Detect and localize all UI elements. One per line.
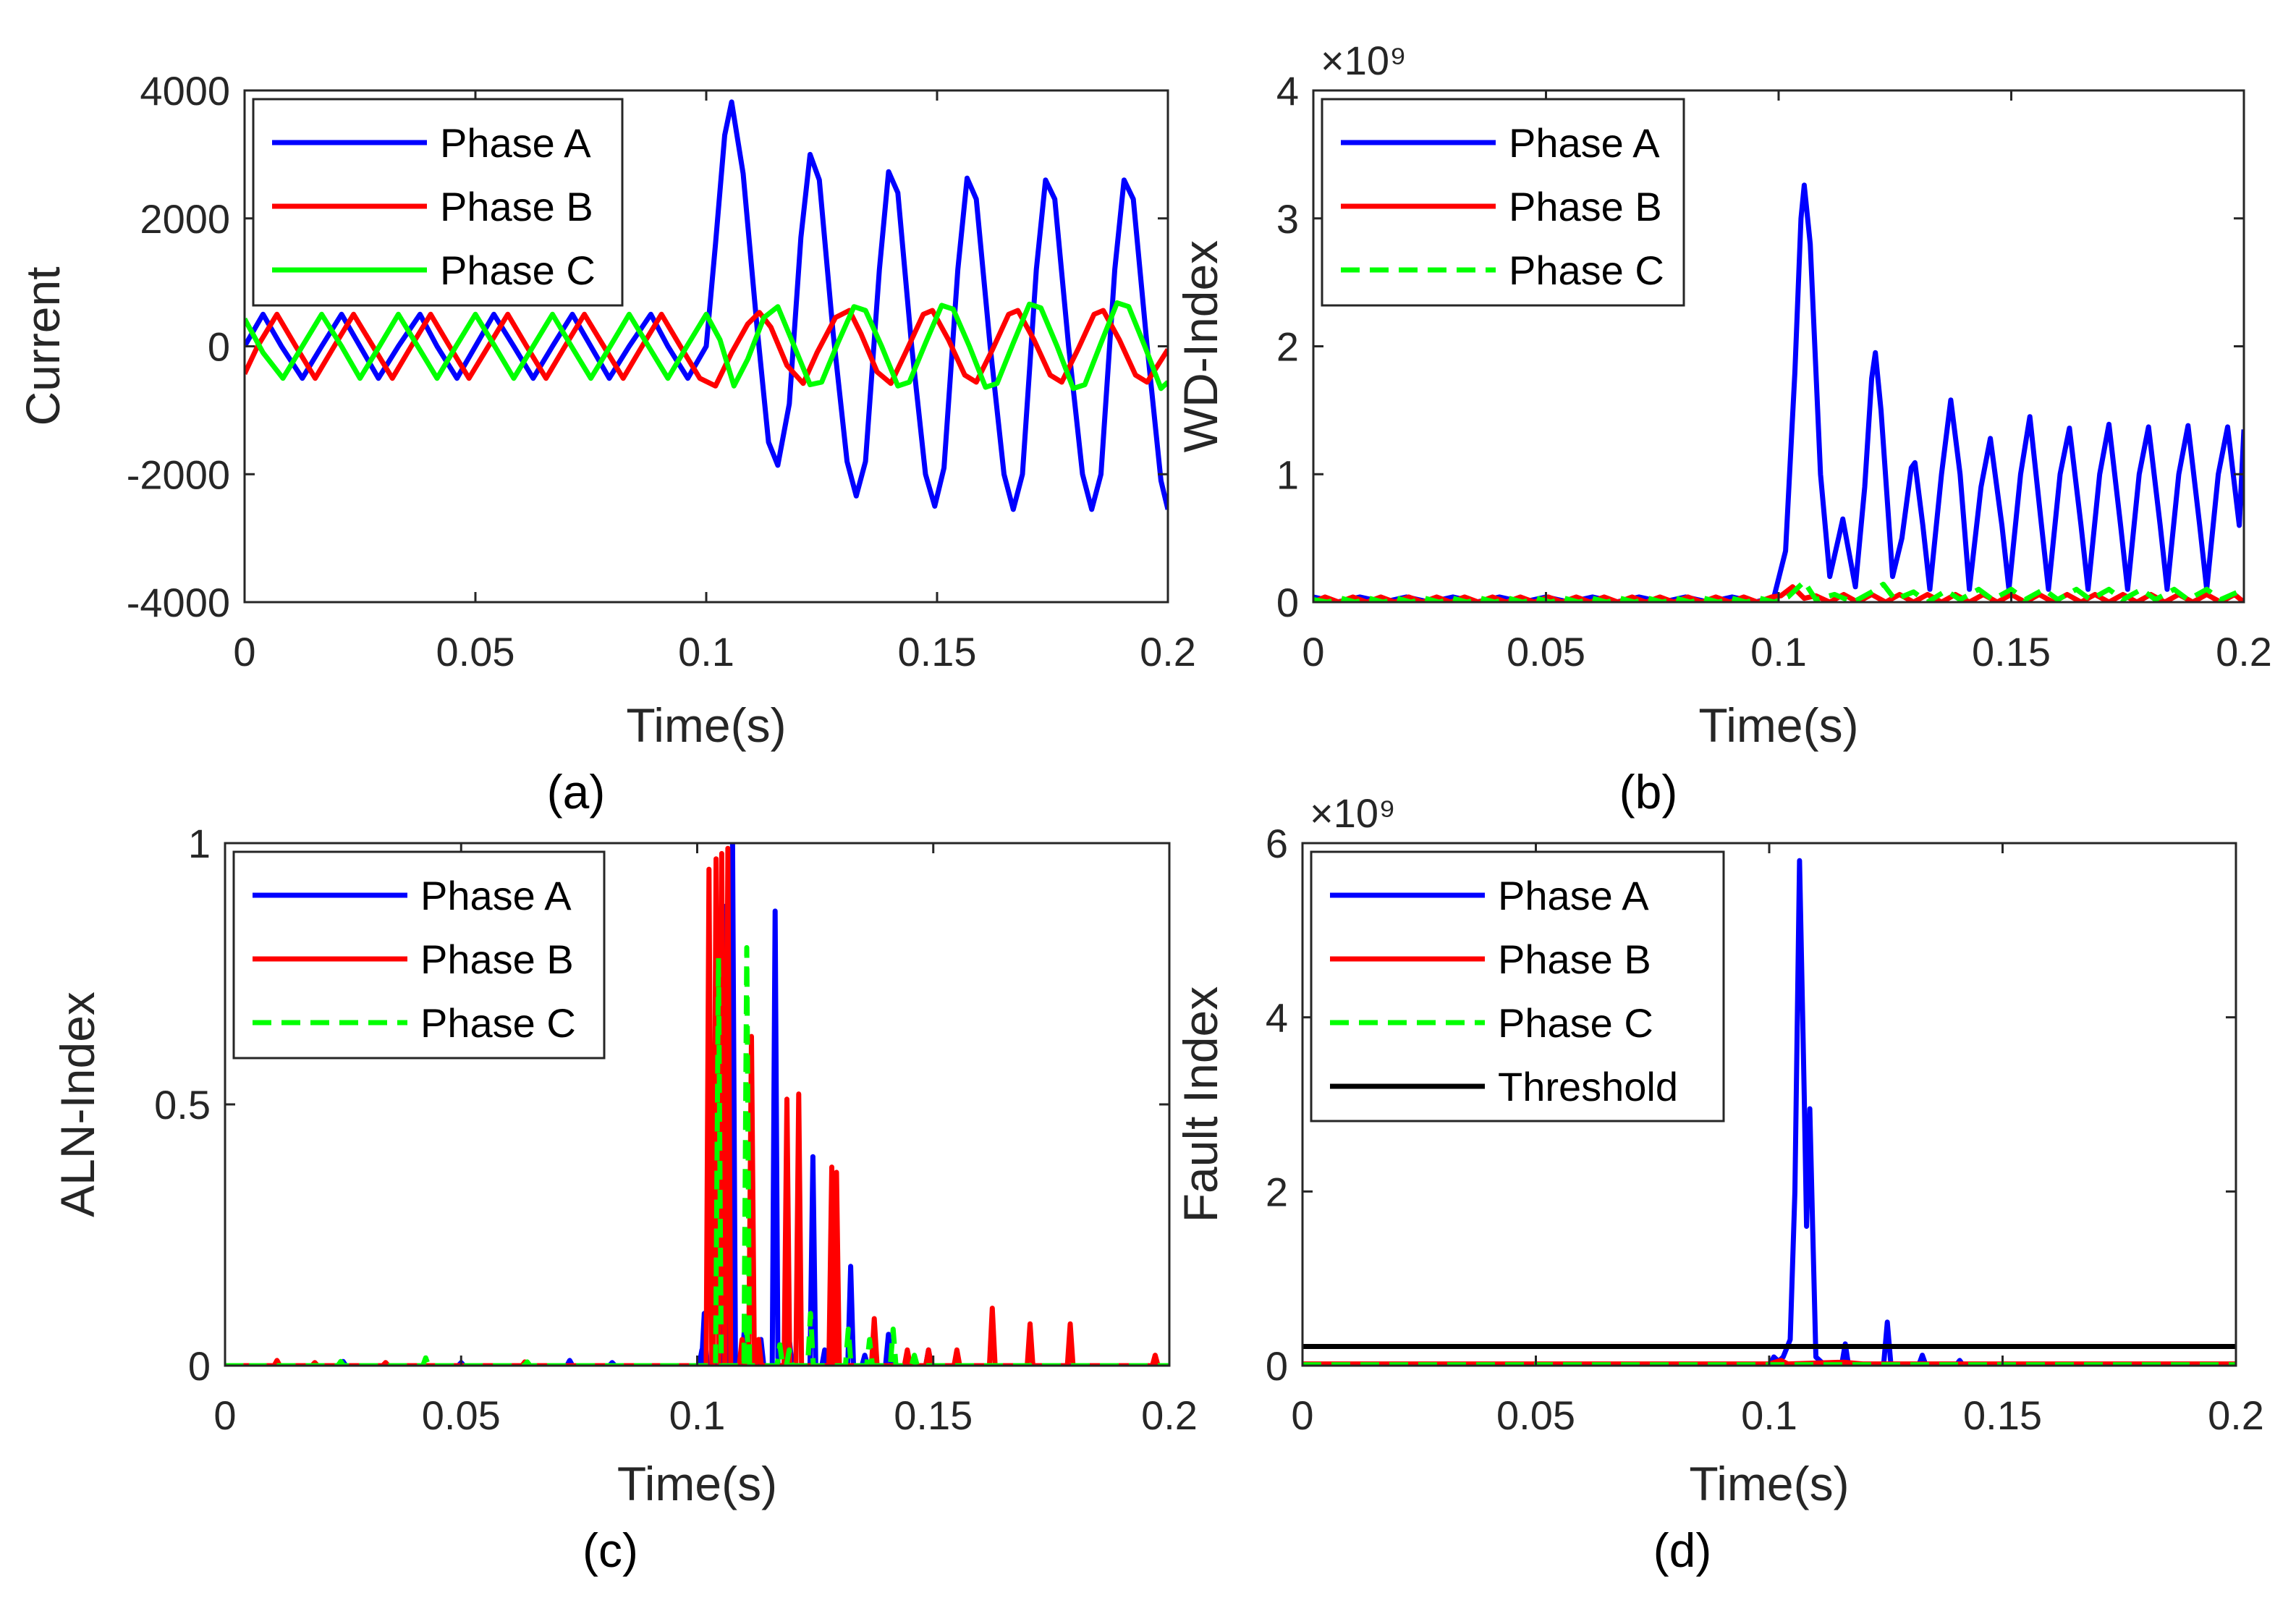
panel-caption-a: (a) [547, 765, 606, 819]
y-tick-label-b: 4 [1276, 68, 1299, 114]
x-tick-label-d: 0.2 [2208, 1392, 2264, 1438]
x-tick-label-d: 0.15 [1963, 1392, 2042, 1438]
x-tick-label-d: 0 [1291, 1392, 1313, 1438]
y-tick-label-a: -2000 [127, 452, 230, 497]
legend-label-c-phase-b: Phase B [420, 936, 574, 982]
panel-caption-c: (c) [583, 1523, 638, 1577]
series-line-a-phase-c [245, 300, 1168, 392]
x-tick-label-a: 0.1 [678, 629, 734, 675]
x-tick-label-b: 0.1 [1750, 629, 1807, 675]
legend-label-b-phase-c: Phase C [1509, 248, 1664, 293]
y-tick-label-c: 1 [188, 821, 211, 866]
series-line-b-phase-c [1313, 579, 2244, 602]
y-tick-label-c: 0 [188, 1343, 211, 1389]
y-exponent-label-b: ×10⁹ [1321, 38, 1407, 83]
x-tick-label-b: 0.2 [2216, 629, 2272, 675]
series-line-c-phase-c [225, 944, 1169, 1366]
legend-label-b-phase-a: Phase A [1509, 120, 1660, 166]
y-axis-label-b: WD-Index [1174, 240, 1227, 452]
y-tick-label-b: 0 [1276, 580, 1299, 625]
y-axis-label-d: Fault Index [1174, 986, 1227, 1223]
x-tick-label-c: 0.2 [1141, 1392, 1198, 1438]
legend-label-a-phase-c: Phase C [440, 248, 596, 293]
x-tick-label-c: 0.05 [422, 1392, 501, 1438]
x-tick-label-b: 0.15 [1972, 629, 2051, 675]
legend-label-b-phase-b: Phase B [1509, 184, 1662, 229]
x-tick-label-a: 0 [233, 629, 255, 675]
x-tick-label-a: 0.2 [1140, 629, 1196, 675]
x-tick-label-a: 0.15 [898, 629, 977, 675]
x-tick-label-c: 0.1 [669, 1392, 726, 1438]
x-axis-label-a: Time(s) [626, 698, 786, 752]
legend-label-a-phase-a: Phase A [440, 120, 591, 166]
y-tick-label-a: -4000 [127, 580, 230, 625]
y-tick-label-b: 1 [1276, 452, 1299, 497]
y-tick-label-a: 2000 [140, 196, 230, 242]
legend-label-d-phase-b: Phase B [1498, 936, 1651, 982]
y-tick-label-d: 2 [1266, 1169, 1288, 1214]
y-tick-label-d: 4 [1266, 995, 1288, 1041]
x-axis-label-d: Time(s) [1689, 1457, 1849, 1510]
y-tick-label-b: 3 [1276, 196, 1299, 242]
y-tick-label-a: 4000 [140, 68, 230, 114]
y-tick-label-a: 0 [208, 324, 230, 370]
series-line-a-phase-b [245, 308, 1168, 389]
x-tick-label-b: 0.05 [1507, 629, 1585, 675]
x-axis-label-c: Time(s) [617, 1457, 777, 1510]
legend-label-c-phase-c: Phase C [420, 1000, 576, 1046]
x-tick-label-d: 0.1 [1741, 1392, 1797, 1438]
y-tick-label-d: 0 [1266, 1343, 1288, 1389]
panel-caption-d: (d) [1653, 1523, 1712, 1577]
x-tick-label-c: 0 [213, 1392, 236, 1438]
x-tick-label-a: 0.05 [436, 629, 515, 675]
y-axis-label-c: ALN-Index [51, 991, 104, 1217]
legend-label-a-phase-b: Phase B [440, 184, 593, 229]
panel-caption-b: (b) [1619, 765, 1678, 819]
x-tick-label-c: 0.15 [894, 1392, 973, 1438]
y-tick-label-b: 2 [1276, 324, 1299, 370]
y-tick-label-c: 0.5 [154, 1082, 211, 1128]
legend-label-d-phase-c: Phase C [1498, 1000, 1653, 1046]
y-exponent-label-d: ×10⁹ [1310, 790, 1396, 836]
y-axis-label-a: Current [16, 266, 69, 426]
series-line-a-phase-a [245, 99, 1168, 512]
y-tick-label-d: 6 [1266, 821, 1288, 866]
legend-label-d-threshold: Threshold [1498, 1064, 1678, 1109]
x-tick-label-b: 0 [1302, 629, 1324, 675]
legend-label-d-phase-a: Phase A [1498, 873, 1649, 918]
series-line-b-phase-b [1313, 584, 2244, 602]
legend-label-c-phase-a: Phase A [420, 873, 572, 918]
x-tick-label-d: 0.05 [1496, 1392, 1575, 1438]
x-axis-label-b: Time(s) [1698, 698, 1858, 752]
